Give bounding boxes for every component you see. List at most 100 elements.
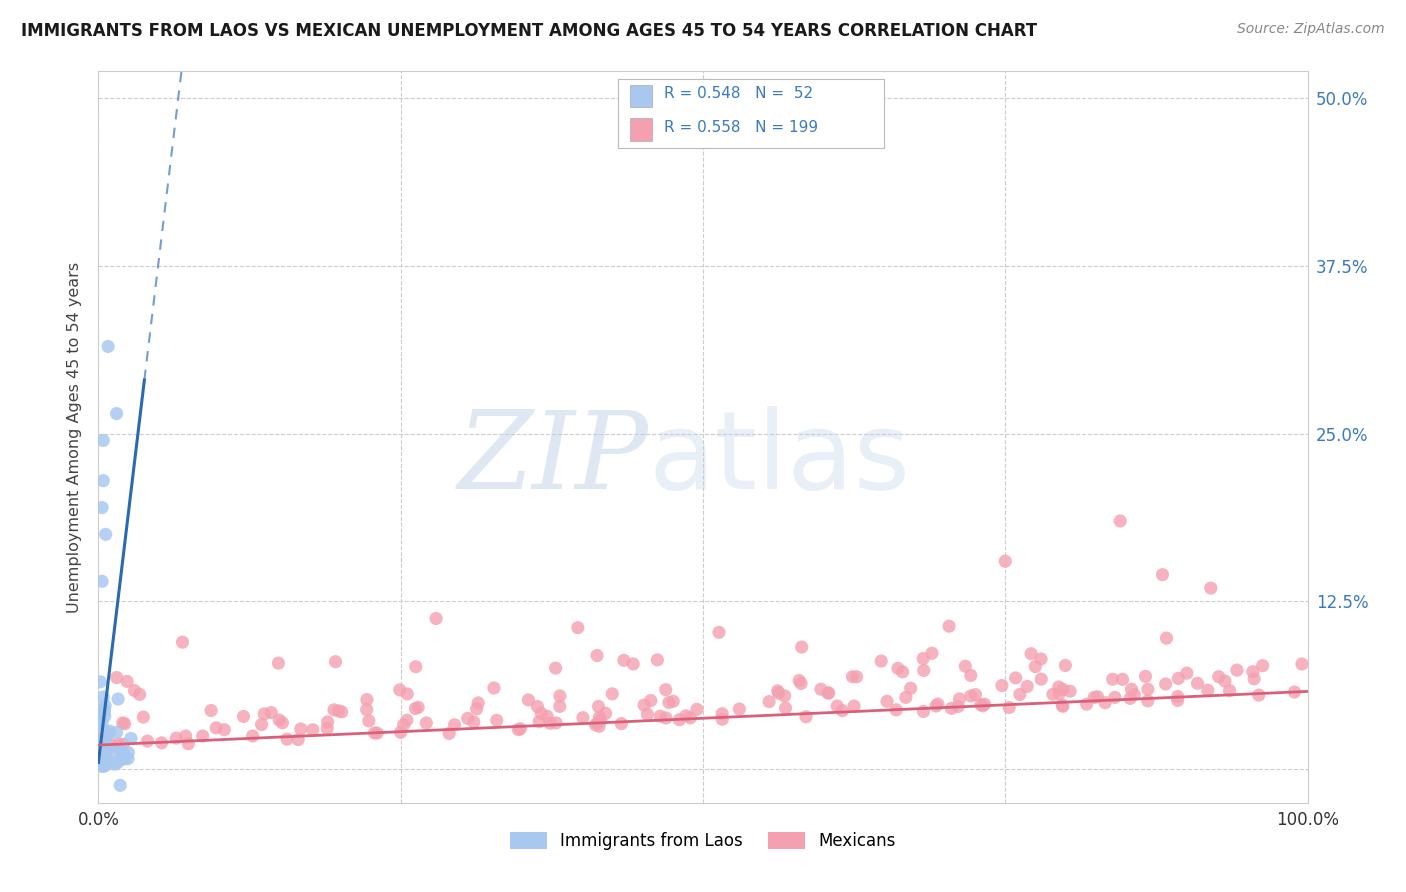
Point (948, 699, 970, 714)
Point (114, 751, 136, 765)
Point (103, 746, 125, 760)
Point (269, 713, 291, 727)
Point (891, 665, 914, 679)
Point (1251, 658, 1274, 673)
Y-axis label: Unemployment Among Ages 45 to 54 years: Unemployment Among Ages 45 to 54 years (67, 261, 83, 613)
Point (1243, 672, 1265, 686)
Point (831, 704, 853, 718)
Point (655, 711, 678, 725)
Point (115, 674, 138, 689)
Point (463, 714, 485, 729)
Point (93, 759, 115, 773)
Point (544, 715, 567, 730)
Point (775, 701, 797, 715)
Point (588, 710, 610, 724)
Point (973, 697, 995, 711)
Point (200, 704, 222, 718)
Text: ZIP: ZIP (458, 407, 648, 512)
Text: atlas: atlas (648, 406, 911, 512)
Point (90, 703, 112, 717)
Point (114, 716, 136, 731)
Point (1083, 690, 1105, 705)
Point (585, 717, 607, 731)
Point (686, 702, 709, 716)
Point (790, 676, 813, 690)
Point (675, 708, 697, 723)
Point (328, 704, 350, 718)
Point (1167, 672, 1189, 686)
Point (366, 726, 388, 740)
Text: R = 0.558   N = 199: R = 0.558 N = 199 (664, 120, 818, 135)
Point (91, 759, 114, 773)
Point (588, 719, 610, 733)
Point (1121, 682, 1143, 697)
Point (1213, 674, 1236, 689)
Point (363, 726, 385, 740)
Point (1087, 690, 1109, 704)
Point (711, 712, 734, 726)
Point (124, 683, 146, 698)
Point (389, 725, 412, 739)
Point (356, 703, 378, 717)
Point (325, 655, 347, 669)
Point (1076, 697, 1098, 711)
Point (817, 686, 839, 700)
Point (97, 742, 120, 756)
Point (1208, 670, 1230, 684)
Point (841, 670, 863, 684)
Point (87, 716, 110, 731)
Point (1052, 698, 1074, 713)
Point (316, 722, 339, 736)
Point (941, 701, 963, 715)
Point (392, 718, 415, 732)
Point (250, 717, 273, 731)
Point (112, 746, 135, 760)
Point (357, 714, 380, 728)
Point (443, 718, 465, 732)
Point (89, 704, 111, 718)
Point (509, 722, 531, 736)
Point (112, 737, 135, 751)
Point (825, 698, 848, 713)
Point (91, 500, 114, 515)
Point (636, 707, 658, 722)
Point (330, 705, 353, 719)
Point (174, 729, 197, 743)
Point (87, 751, 110, 765)
Point (794, 709, 817, 723)
Point (600, 687, 623, 701)
Point (242, 729, 264, 743)
Point (817, 686, 839, 700)
Point (96, 753, 118, 767)
Point (290, 722, 312, 736)
Point (517, 693, 540, 707)
Point (1156, 631, 1178, 645)
Point (876, 694, 898, 708)
Point (1019, 647, 1042, 661)
Point (388, 682, 411, 697)
Point (91, 574, 114, 589)
Point (728, 702, 751, 716)
Point (1104, 690, 1126, 705)
Point (707, 625, 730, 640)
Point (1042, 687, 1064, 701)
Point (1199, 581, 1222, 595)
Point (191, 729, 214, 743)
Point (467, 696, 489, 710)
Point (94, 709, 117, 723)
Point (485, 714, 508, 728)
Point (1024, 659, 1046, 673)
Point (1291, 657, 1313, 671)
Point (172, 635, 194, 649)
Point (91, 434, 114, 448)
Point (1197, 683, 1219, 698)
Point (87, 746, 110, 760)
Point (1135, 669, 1157, 683)
Point (548, 689, 571, 703)
Point (1175, 666, 1198, 681)
Point (1167, 690, 1189, 704)
Point (93, 734, 115, 748)
Point (482, 681, 505, 695)
Point (205, 721, 228, 735)
Point (787, 673, 810, 688)
